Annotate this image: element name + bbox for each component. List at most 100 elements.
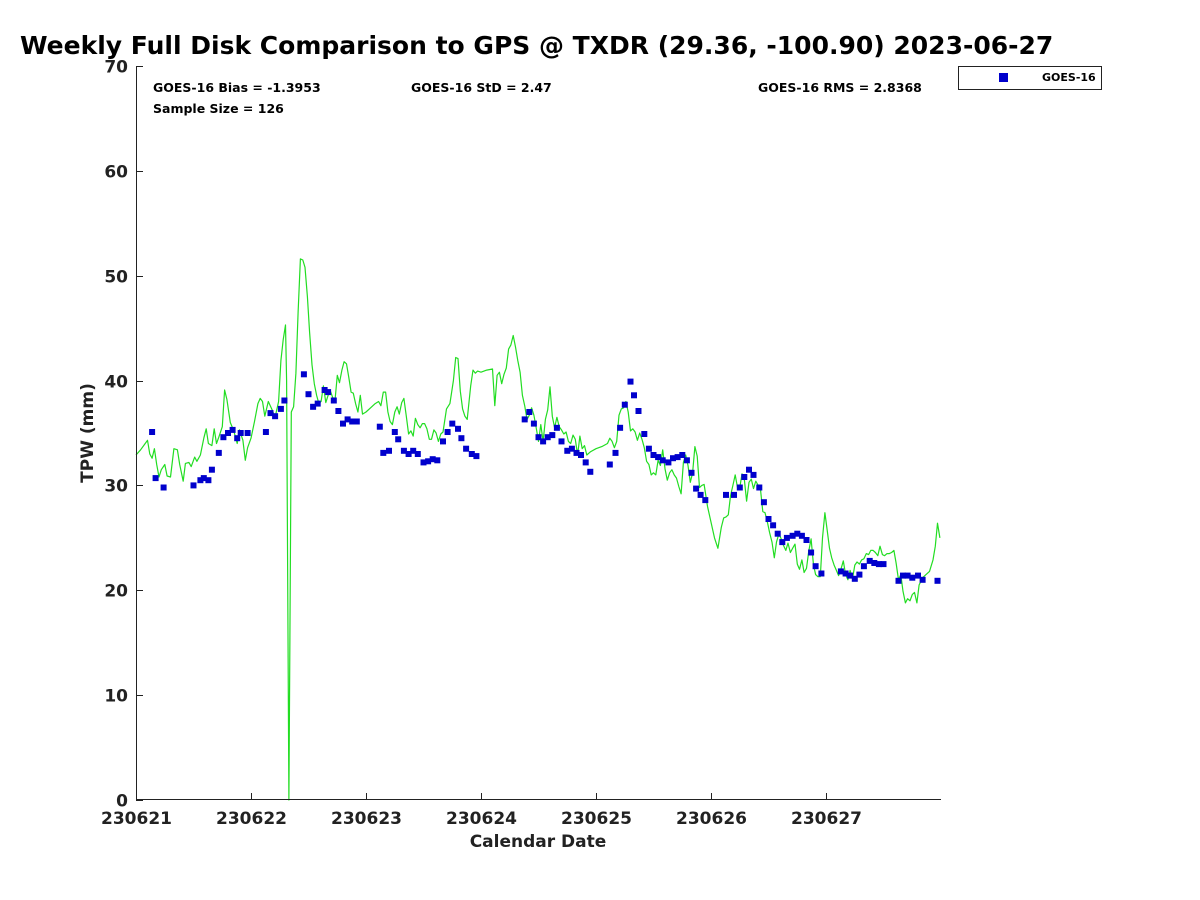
goes16-point [670, 455, 676, 462]
goes16-point [458, 435, 465, 442]
goes16-point [553, 424, 560, 431]
x-tick-label: 230622 [216, 809, 287, 829]
goes16-point [798, 532, 805, 539]
goes16-point [665, 459, 672, 466]
goes16-point [530, 420, 537, 427]
goes16-point [582, 459, 589, 466]
y-tick-label: 0 [116, 792, 128, 812]
goes16-point [429, 456, 436, 463]
legend: GOES-16 [958, 66, 1102, 90]
goes16-point [783, 534, 790, 541]
std-stat: GOES-16 StD = 2.47 [411, 80, 552, 95]
goes16-point [645, 445, 652, 452]
goes16-point [310, 403, 317, 410]
goes16-point [208, 466, 215, 473]
y-tick-label: 70 [104, 58, 128, 78]
goes16-point [837, 568, 844, 575]
goes16-point [904, 572, 911, 579]
goes16-point [200, 475, 207, 482]
goes16-point [473, 453, 480, 460]
goes16-point [425, 458, 432, 465]
goes16-point [349, 418, 356, 425]
goes16-point [277, 405, 284, 412]
x-axis-label: Calendar Date [470, 832, 607, 852]
goes16-point [340, 420, 346, 427]
goes16-point [229, 426, 236, 433]
goes16-point [789, 532, 796, 539]
goes16-point [220, 434, 227, 441]
y-tick-label: 40 [104, 373, 128, 393]
goes16-point [440, 438, 446, 445]
goes16-point [391, 429, 398, 435]
y-tick-label: 20 [104, 582, 128, 602]
y-tick-label: 10 [104, 687, 128, 707]
x-tick-label: 230621 [101, 809, 172, 829]
goes16-point [330, 397, 337, 404]
x-tick-label: 230625 [561, 809, 632, 829]
legend-box [958, 66, 1102, 90]
goes16-point [449, 420, 456, 427]
goes16-point [794, 530, 801, 537]
goes16-point [880, 561, 887, 568]
goes16-point [353, 418, 360, 425]
goes16-point [909, 574, 916, 581]
goes16-point [573, 449, 580, 456]
goes16-point [679, 452, 686, 458]
goes16-point [405, 451, 412, 457]
goes16-point [631, 392, 637, 399]
goes16-point [627, 378, 634, 385]
goes16-point [414, 451, 421, 457]
goes16-point [697, 491, 704, 498]
goes16-point [149, 429, 156, 435]
goes16-point [750, 471, 757, 478]
chart-title: Weekly Full Disk Comparison to GPS @ TXD… [20, 31, 1053, 60]
goes16-point [535, 434, 542, 441]
goes16-point [215, 449, 222, 456]
goes16-point [568, 445, 575, 452]
goes16-point [765, 516, 772, 522]
y-tick-label: 30 [104, 477, 128, 497]
goes16-point [578, 452, 584, 458]
goes16-point [468, 451, 475, 457]
goes16-point [234, 435, 241, 442]
goes16-point [272, 413, 279, 420]
goes16-point [659, 457, 666, 464]
goes16-point [160, 484, 167, 491]
goes16-point [606, 461, 613, 468]
goes16-point [197, 477, 204, 484]
goes16-point [812, 563, 819, 570]
x-ticks: 230621 230622 230623 230624 230625 230626 2306… [101, 793, 862, 829]
goes16-point [612, 449, 619, 456]
goes16-point [300, 371, 307, 378]
goes16-point [267, 410, 274, 417]
goes16-point [851, 575, 858, 582]
goes16-point [635, 408, 642, 414]
goes16-point [237, 430, 244, 436]
goes16-point [314, 400, 321, 407]
goes16-point [650, 452, 657, 458]
goes16-point [774, 530, 781, 537]
goes16-point [540, 438, 547, 445]
goes16-point [847, 572, 854, 579]
goes16-point [731, 491, 737, 498]
goes16-point [641, 431, 648, 437]
goes16-point [875, 561, 882, 568]
goes16-point [549, 432, 556, 439]
goes16-point [335, 408, 342, 414]
bias-stat: GOES-16 Bias = -1.3953 [153, 80, 321, 95]
goes16-point [736, 484, 743, 491]
x-tick-label: 230623 [331, 809, 402, 829]
goes16-point [693, 485, 700, 492]
goes16-point [244, 430, 251, 436]
goes16-point [544, 434, 551, 441]
goes16-point [866, 557, 873, 564]
goes16-point [919, 576, 926, 583]
goes16-point [683, 457, 690, 464]
y-tick-label: 50 [104, 268, 128, 288]
x-tick-label: 230626 [676, 809, 747, 829]
goes16-point [756, 484, 763, 491]
sample-size-stat: Sample Size = 126 [153, 101, 284, 116]
plot-axes [136, 66, 941, 800]
